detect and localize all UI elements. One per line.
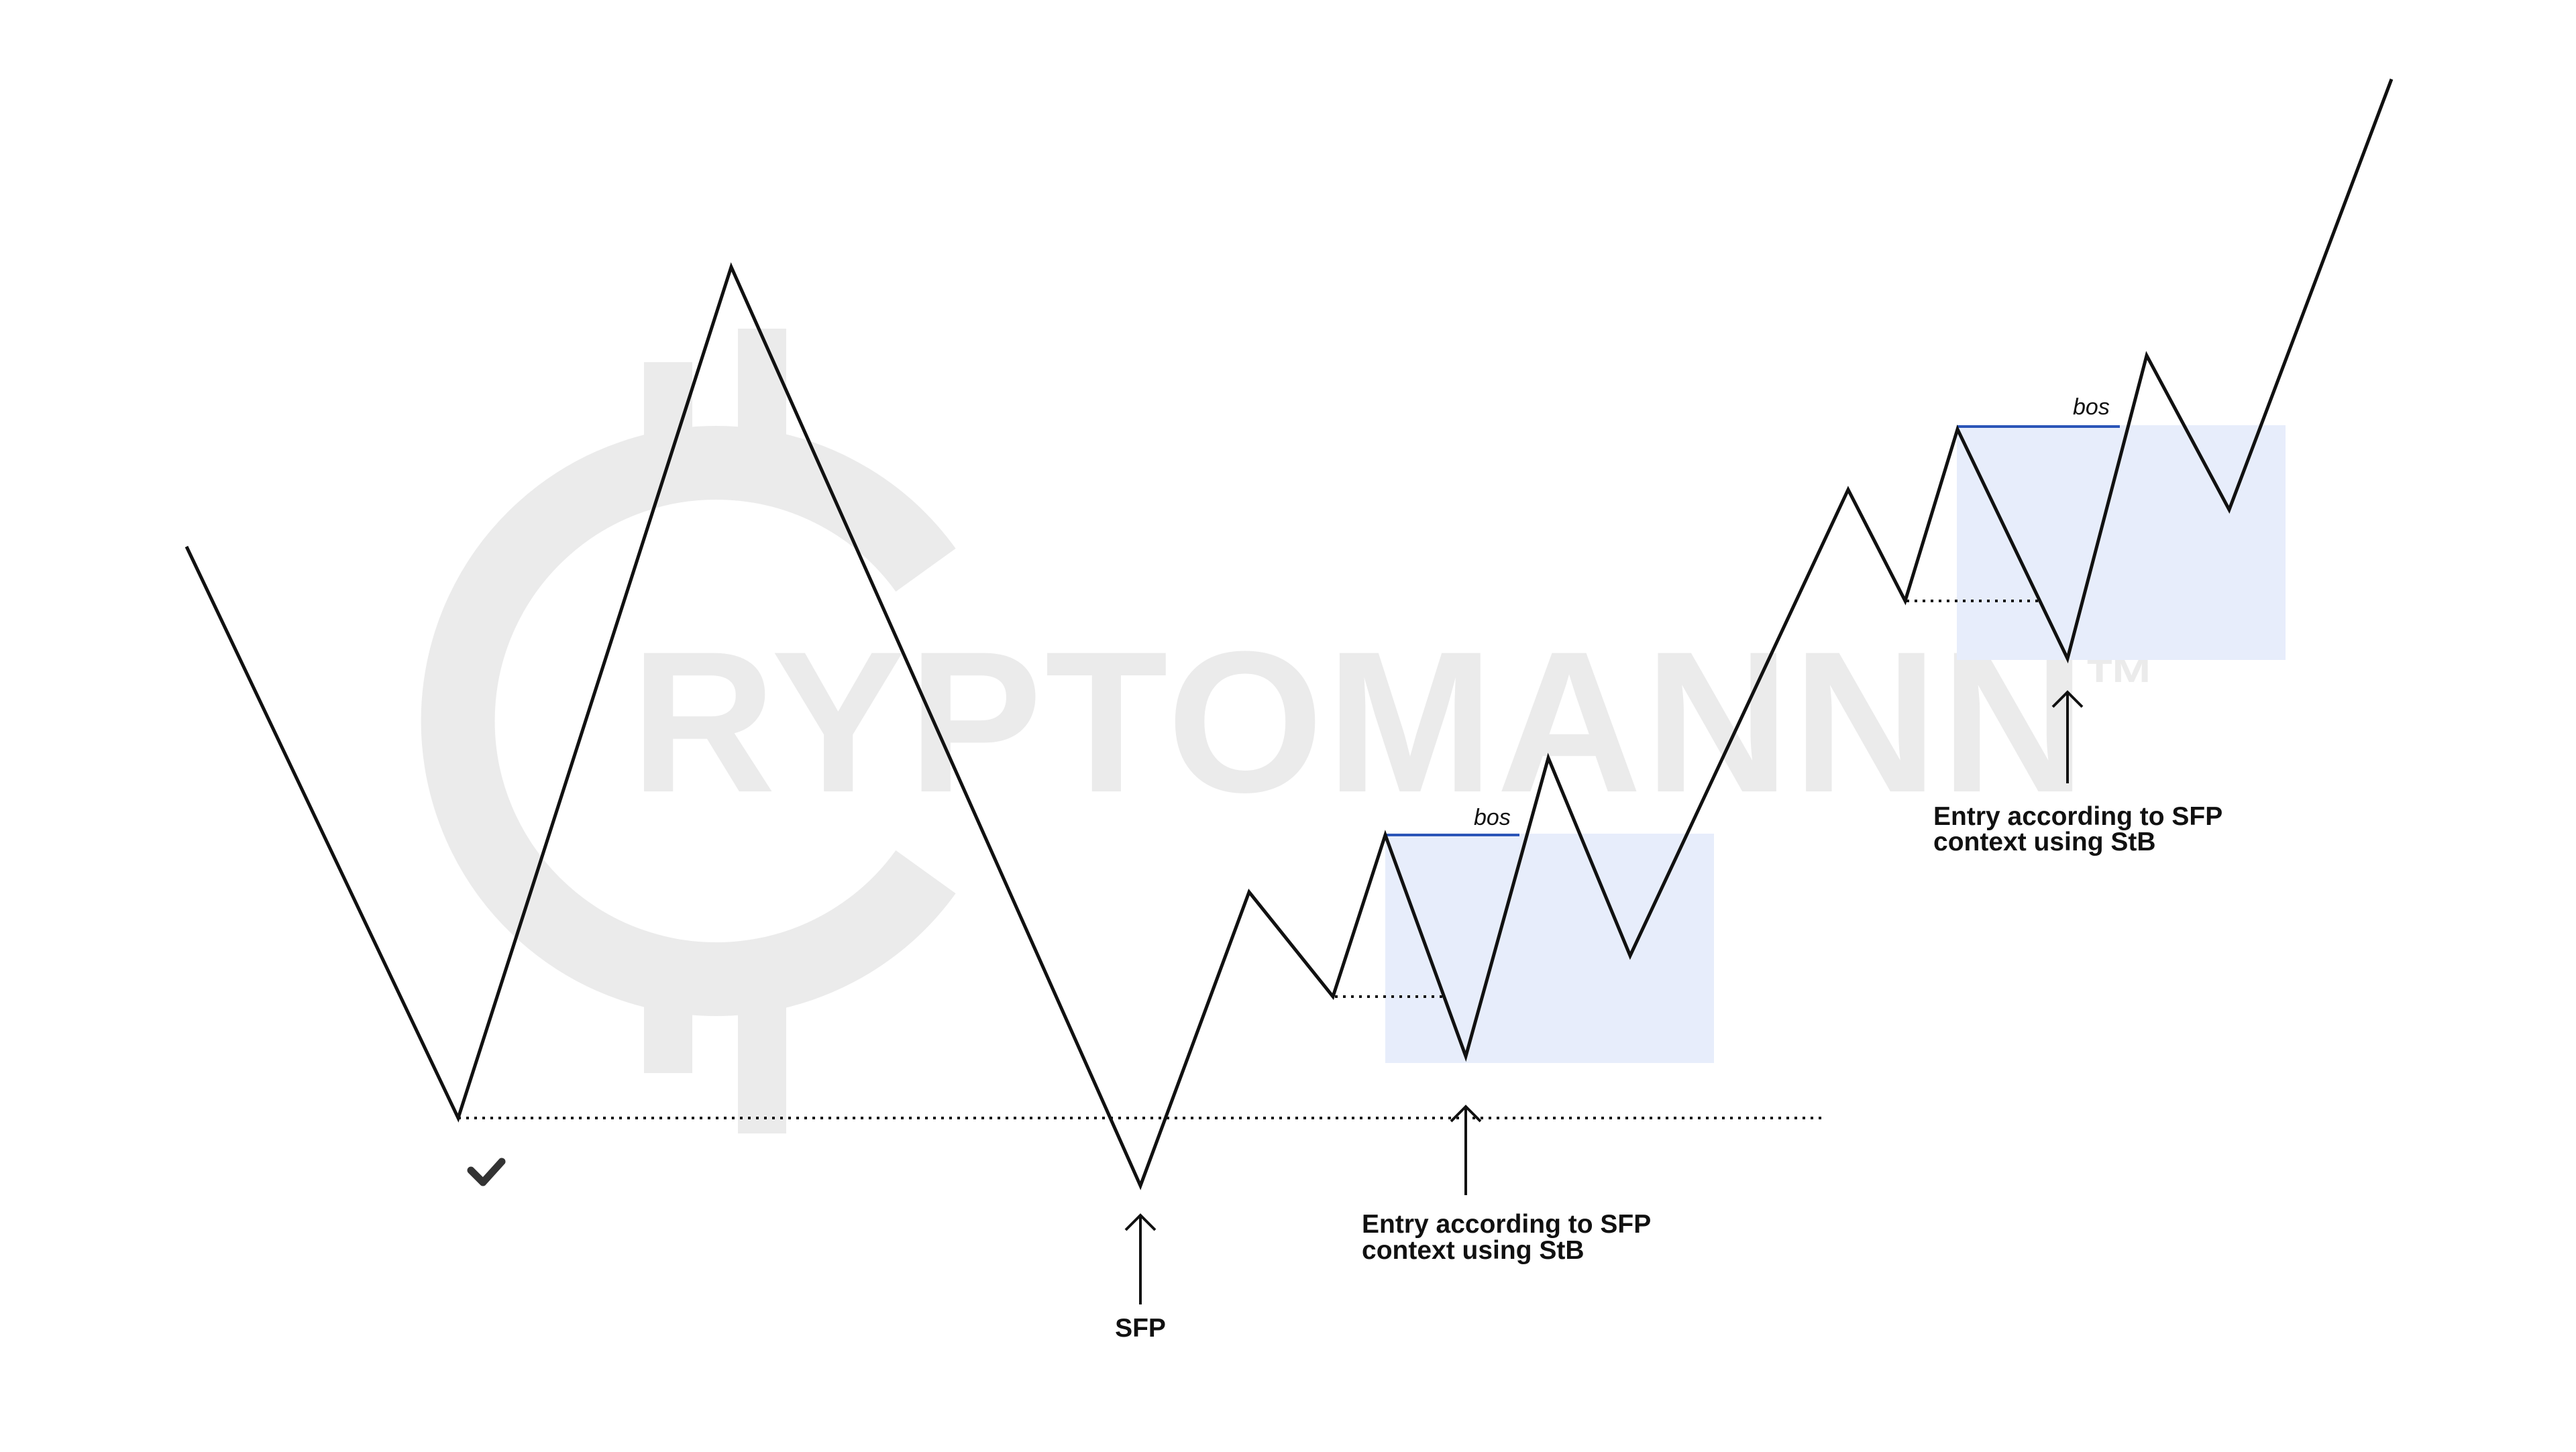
entry-arrow-2 (2051, 690, 2084, 783)
watermark-bar-bottom-left (644, 999, 692, 1073)
price-path (184, 78, 2394, 1190)
entry-arrow-1 (1450, 1105, 1482, 1195)
entry-label-1-line-2: context using StB (1362, 1236, 1585, 1265)
entry-label-1-line-1: Entry according to SFP (1362, 1210, 1651, 1239)
watermark-text: RYPTOMANNN (631, 609, 2088, 834)
entry-label-2-line-1: Entry according to SFP (1933, 802, 2222, 831)
checkmark-icon (467, 1158, 506, 1186)
watermark-bar-top-right (738, 329, 786, 446)
entry-label-2-line-2: context using StB (1933, 828, 2156, 856)
watermark-c-ring (421, 426, 956, 1016)
bos-label-1: bos (1474, 805, 1511, 830)
bos-label-2: bos (2073, 394, 2110, 420)
watermark-bar-bottom-right (738, 999, 786, 1133)
watermark-bar-top-left (644, 362, 692, 446)
sfp-arrow (1124, 1213, 1157, 1304)
watermark-logo: RYPTOMANNN ™ (421, 329, 2157, 1133)
entry-zone-1 (1385, 834, 1714, 1063)
sfp-label: SFP (1115, 1314, 1166, 1343)
entry-zone-2 (1957, 425, 2286, 660)
